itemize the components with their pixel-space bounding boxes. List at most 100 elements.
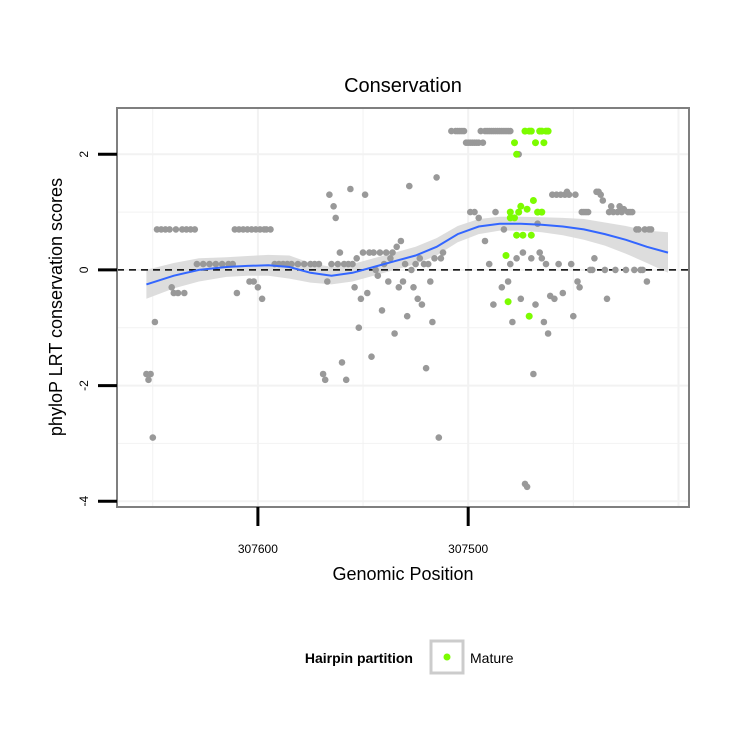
point-background-57 [334, 260, 342, 268]
point-background-210 [643, 278, 651, 285]
point-background-155 [528, 254, 535, 262]
point-background-144 [500, 226, 508, 233]
point-background-106 [437, 254, 445, 262]
point-background-54 [328, 260, 335, 268]
point-background-176 [572, 191, 579, 198]
point-mature-3 [506, 208, 514, 216]
point-background-141 [490, 301, 497, 308]
point-background-9 [168, 284, 175, 291]
point-background-11 [172, 226, 180, 233]
point-background-103 [431, 254, 438, 262]
x-axis-label: Genomic Position [332, 564, 473, 584]
point-background-143 [498, 284, 506, 291]
point-background-49 [315, 260, 323, 268]
point-background-137 [471, 208, 478, 216]
point-background-85 [393, 243, 401, 251]
legend: Hairpin partition Mature [305, 639, 514, 675]
point-background-32 [250, 278, 257, 285]
x-tick-label-1: 307500 [448, 542, 488, 556]
point-background-26 [233, 289, 241, 297]
y-axis-label: phyloP LRT conservation scores [46, 178, 66, 436]
point-background-122 [479, 139, 487, 146]
point-background-39 [267, 226, 274, 233]
point-background-166 [551, 295, 558, 303]
point-background-91 [406, 182, 413, 190]
point-background-8 [166, 226, 173, 233]
point-background-50 [319, 370, 327, 378]
point-background-94 [412, 260, 419, 268]
point-background-64 [349, 260, 356, 268]
point-background-4 [151, 318, 159, 326]
point-background-68 [357, 295, 365, 303]
point-background-102 [429, 318, 436, 326]
point-background-151 [519, 249, 527, 256]
point-background-70 [361, 191, 369, 198]
point-mature-17 [529, 197, 537, 204]
point-background-92 [408, 266, 415, 274]
y-tick-label-2: -2 [77, 380, 91, 391]
point-mature-7 [513, 231, 521, 239]
smooth-line [146, 222, 669, 286]
point-background-69 [359, 249, 367, 256]
point-background-189 [599, 197, 607, 204]
point-background-46 [300, 260, 308, 268]
point-background-63 [347, 185, 354, 193]
point-background-101 [427, 278, 434, 285]
point-background-212 [647, 226, 655, 233]
point-background-84 [391, 330, 398, 337]
point-mature-16 [527, 231, 535, 239]
point-background-2 [147, 370, 154, 378]
point-background-74 [370, 249, 377, 256]
point-background-1 [145, 376, 152, 384]
point-background-100 [424, 260, 432, 268]
point-background-19 [199, 260, 207, 268]
point-background-150 [517, 295, 525, 303]
point-background-97 [418, 301, 426, 308]
point-background-34 [254, 284, 262, 291]
point-mature-5 [513, 150, 521, 158]
x-tick-label-0: 307600 [238, 542, 278, 556]
point-background-96 [416, 254, 424, 262]
point-background-80 [382, 249, 390, 256]
point-background-184 [589, 266, 596, 274]
point-background-14 [181, 289, 188, 297]
point-background-65 [351, 284, 358, 291]
point-background-12 [174, 289, 182, 297]
point-mature-15 [527, 127, 535, 135]
point-mature-25 [544, 127, 552, 135]
point-background-75 [372, 266, 380, 274]
point-background-45 [294, 260, 302, 268]
point-background-20 [206, 260, 213, 268]
point-background-168 [555, 260, 562, 268]
point-background-208 [639, 266, 646, 274]
point-mature-10 [519, 231, 527, 239]
point-mature-1 [504, 298, 512, 306]
point-background-71 [364, 289, 371, 297]
point-background-53 [326, 191, 333, 198]
point-mature-8 [515, 208, 523, 216]
point-background-22 [218, 260, 226, 268]
y-tick-label-0: 2 [77, 151, 91, 158]
point-background-59 [338, 359, 346, 366]
point-background-93 [410, 284, 417, 291]
point-mature-21 [538, 208, 546, 216]
point-background-51 [321, 376, 329, 384]
point-background-66 [353, 254, 361, 262]
point-background-140 [485, 260, 493, 268]
mature-points [502, 127, 552, 320]
point-mature-0 [502, 252, 510, 259]
legend-title: Hairpin partition [305, 650, 413, 666]
point-background-138 [475, 214, 483, 222]
point-background-17 [191, 226, 199, 233]
point-background-83 [389, 249, 396, 256]
point-background-88 [399, 278, 407, 285]
point-background-153 [523, 483, 531, 491]
y-tick-label-1: 0 [77, 266, 91, 273]
point-background-104 [433, 174, 440, 181]
point-background-162 [542, 260, 550, 268]
point-background-178 [576, 284, 583, 291]
point-background-191 [603, 295, 611, 303]
point-background-148 [513, 254, 520, 262]
point-background-107 [439, 249, 447, 256]
point-background-67 [355, 324, 363, 332]
